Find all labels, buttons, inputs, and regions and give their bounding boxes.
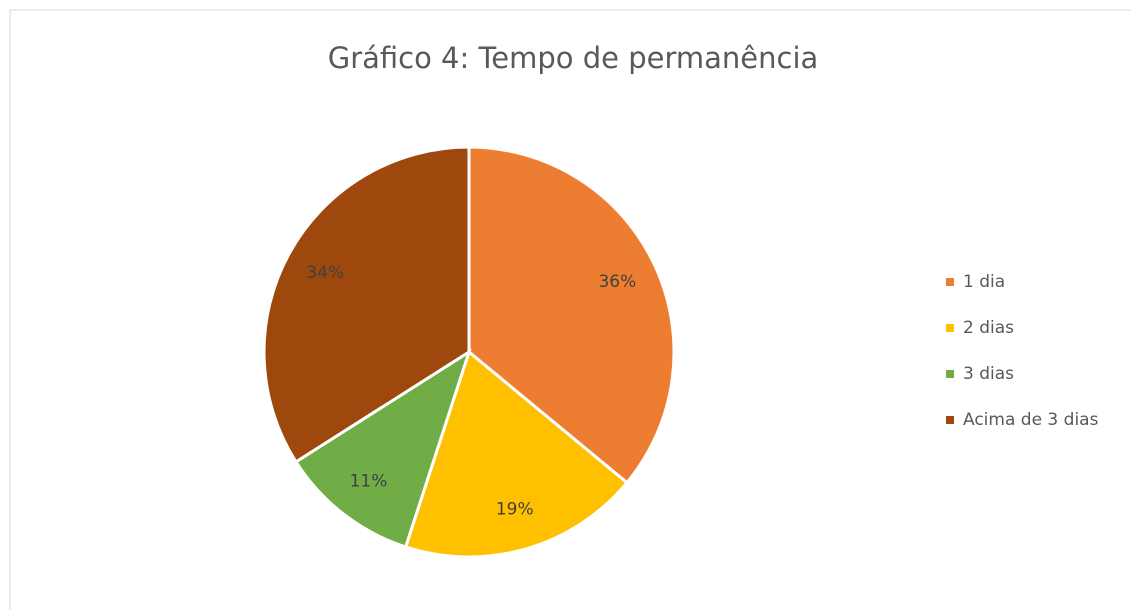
pie-slice xyxy=(293,348,472,549)
data-label: 19% xyxy=(496,499,534,519)
legend-swatch xyxy=(946,370,954,378)
data-label: 34% xyxy=(306,263,344,283)
legend-swatch xyxy=(946,416,954,424)
legend-swatch xyxy=(946,278,954,286)
data-label: 36% xyxy=(598,272,636,292)
data-label: 11% xyxy=(350,472,388,492)
legend-swatch xyxy=(946,324,954,332)
legend-label: 1 dia xyxy=(963,272,1005,292)
legend-label: 2 dias xyxy=(963,318,1014,338)
pie-slice xyxy=(403,349,630,559)
pie-slice xyxy=(467,145,676,485)
legend-label: Acima de 3 dias xyxy=(963,410,1099,430)
chart-title: Gráfico 4: Tempo de permanência xyxy=(328,41,819,75)
legend-label: 3 dias xyxy=(963,364,1014,384)
pie-slice xyxy=(262,145,471,464)
